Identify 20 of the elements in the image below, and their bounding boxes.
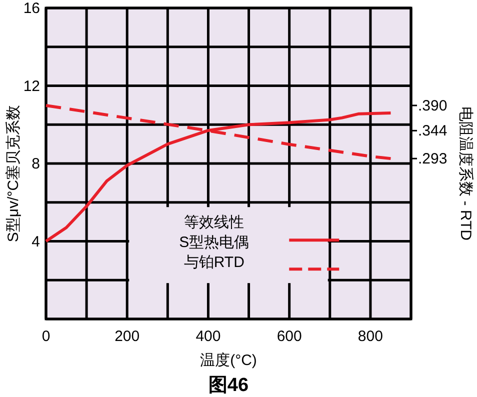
text: 图46: [208, 375, 249, 396]
y-tick-label: 12: [23, 78, 40, 95]
y2-tick-label: .293: [418, 150, 448, 168]
annotation: 与铂RTD: [184, 254, 245, 272]
x-axis-title: 温度(°C): [200, 352, 257, 369]
x-tick-label: 200: [114, 328, 140, 345]
x-tick-label: 0: [42, 328, 50, 345]
y-tick-label: 8: [32, 156, 40, 172]
y-tick-label: 4: [32, 233, 40, 250]
y2-axis-title: 电阻温度系数 - RTD: [457, 106, 474, 241]
annotation: S型热电偶: [179, 234, 250, 252]
x-tick-label: 800: [358, 328, 383, 345]
y2-tick-label: .344: [418, 122, 448, 140]
annotation: 等效线性: [184, 214, 244, 232]
x-tick-label: 400: [196, 328, 221, 345]
y-axis-title: S型μv/°C塞贝克系数: [5, 104, 22, 242]
x-tick-label: 600: [276, 328, 302, 345]
y2-tick-label: .390: [418, 97, 448, 114]
y-tick-label: 16: [23, 0, 40, 17]
key: 等效线性 S型热电偶 与铂RTD: [129, 207, 340, 284]
